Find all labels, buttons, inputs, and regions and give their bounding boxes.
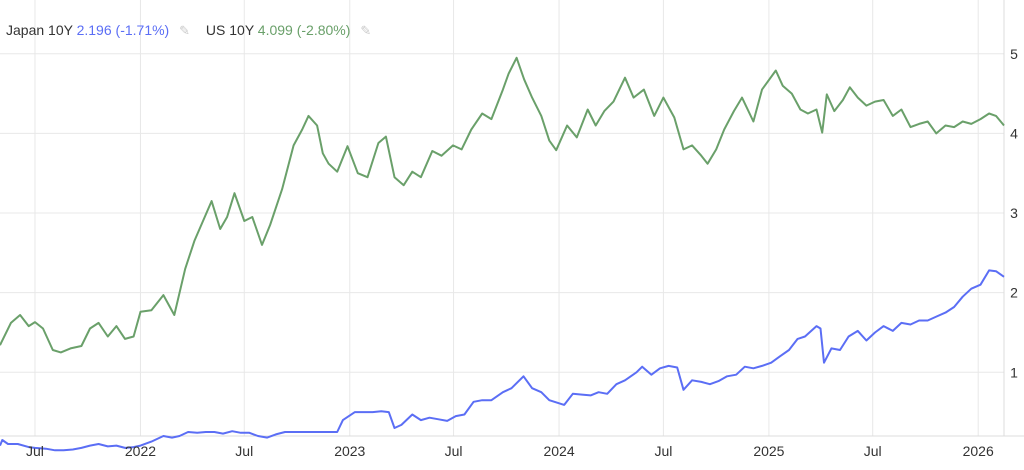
- x-tick-label: Jul: [235, 443, 253, 459]
- x-tick-label: 2024: [543, 443, 574, 459]
- x-tick-label: Jul: [654, 443, 672, 459]
- y-tick-label: 3: [1010, 205, 1018, 221]
- series-layer: [0, 56, 1005, 452]
- legend-series-value: 2.196: [76, 22, 112, 38]
- legend-item-us-10y[interactable]: US 10Y 4.099 (-2.80%) ✎: [206, 22, 371, 39]
- x-tick-label: 2026: [963, 443, 994, 459]
- legend: Japan 10Y 2.196 (-1.71%) ✎ US 10Y 4.099 …: [6, 22, 383, 39]
- legend-item-japan-10y[interactable]: Japan 10Y 2.196 (-1.71%) ✎: [6, 22, 190, 39]
- legend-series-name: US 10Y: [205, 22, 254, 38]
- x-tick-label: Jul: [445, 443, 463, 459]
- y-tick-label: 4: [1010, 125, 1018, 141]
- pencil-icon[interactable]: ✎: [360, 23, 372, 38]
- legend-series-value: 4.099: [257, 22, 293, 38]
- legend-series-name: Japan 10Y: [6, 22, 73, 38]
- x-tick-label: 2023: [334, 443, 365, 459]
- grid: [0, 0, 1004, 436]
- legend-series-change: (-2.80%): [296, 22, 351, 38]
- x-tick-label: 2025: [753, 443, 784, 459]
- series-line-japan-10y: [0, 269, 1005, 452]
- y-tick-label: 2: [1010, 285, 1018, 301]
- x-tick-label: Jul: [864, 443, 882, 459]
- series-line-us-10y: [0, 56, 1005, 354]
- legend-series-change: (-1.71%): [115, 22, 170, 38]
- x-tick-label: 2022: [125, 443, 156, 459]
- x-axis: Jul 2022 Jul 2023 Jul 2024 Jul 2025 Jul 2026: [26, 443, 994, 459]
- y-axis: 1 2 3 4 5: [1010, 46, 1018, 380]
- y-tick-label: 1: [1010, 364, 1018, 380]
- y-tick-label: 5: [1010, 46, 1018, 62]
- x-tick-label: Jul: [26, 443, 44, 459]
- pencil-icon[interactable]: ✎: [179, 23, 191, 38]
